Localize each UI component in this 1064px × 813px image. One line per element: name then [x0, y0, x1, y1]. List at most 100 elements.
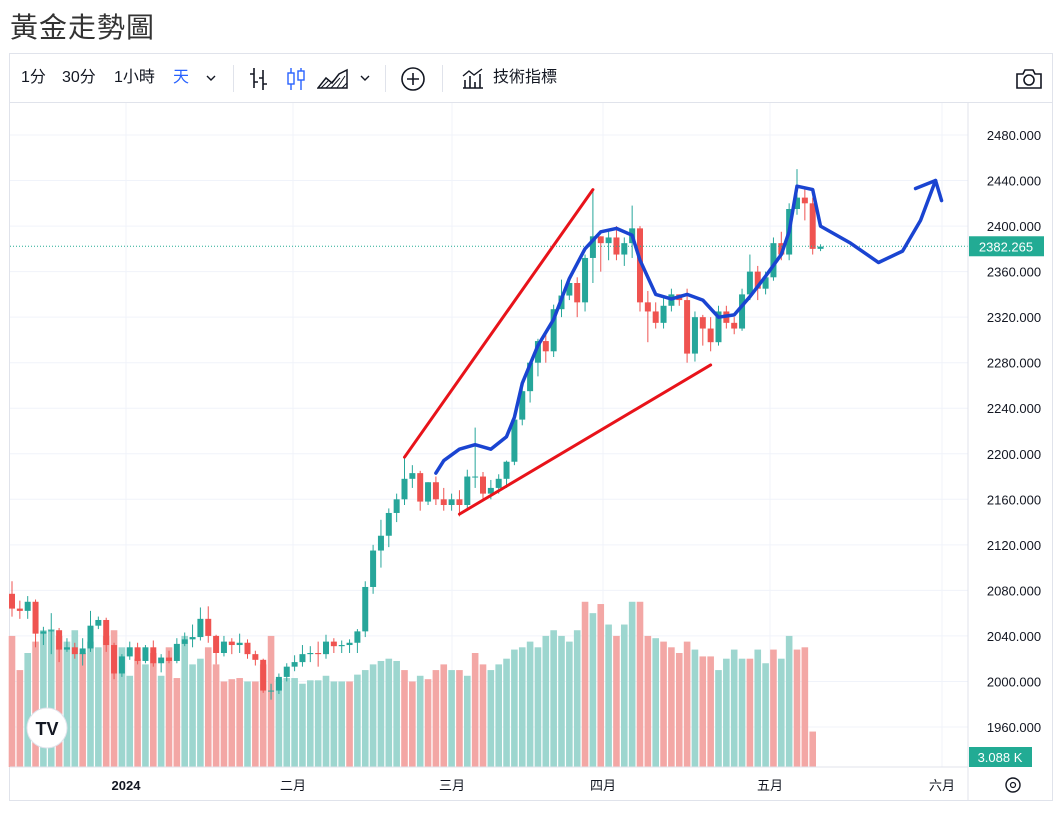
y-tick-label: 2400.000	[987, 219, 1041, 234]
y-tick-label: 2280.000	[987, 356, 1041, 371]
volume-bar	[723, 658, 730, 767]
candle-body	[754, 271, 761, 289]
volume-bar	[259, 664, 267, 767]
candle-body	[566, 283, 573, 296]
volume-bar	[236, 678, 243, 767]
candle	[275, 673, 282, 694]
add-compare-icon[interactable]	[400, 66, 426, 97]
candle-body	[228, 641, 235, 646]
candle-body	[63, 647, 70, 650]
interval-1d[interactable]: 天	[173, 69, 190, 86]
y-tick-label: 1960.000	[987, 720, 1041, 735]
candle	[205, 606, 212, 643]
chart-widget: 1分 30分 1小時 天 技術指標	[9, 53, 1053, 801]
candle-body	[16, 608, 23, 611]
candle-body	[401, 478, 408, 500]
candle-body	[542, 341, 549, 352]
candle	[118, 654, 125, 677]
candle-body	[377, 535, 384, 551]
chevron-down-icon[interactable]	[205, 71, 217, 89]
candle	[621, 237, 628, 266]
candle-body	[393, 499, 400, 513]
y-tick-label: 2120.000	[987, 538, 1041, 553]
x-tick-label: 三月	[439, 778, 465, 793]
candle	[644, 290, 651, 343]
chevron-down-icon[interactable]	[359, 71, 371, 89]
candle-body	[48, 630, 55, 632]
candle-body	[417, 473, 424, 502]
candle	[746, 254, 753, 301]
candle-body	[597, 236, 604, 244]
candle	[377, 519, 384, 568]
volume-bar	[699, 656, 707, 767]
volume-bar	[322, 675, 330, 767]
candle	[660, 296, 667, 329]
volume-bar	[605, 624, 612, 767]
volume-bar	[71, 630, 79, 767]
volume-bar	[416, 675, 424, 767]
candle-body	[432, 482, 439, 500]
volume-bar	[267, 635, 275, 767]
volume-bar	[385, 658, 393, 767]
candle-body	[291, 662, 298, 667]
candle-body	[24, 601, 31, 611]
volume-bars	[8, 601, 816, 767]
candle	[464, 469, 471, 511]
camera-icon[interactable]	[1015, 66, 1043, 97]
volume-bar	[8, 635, 16, 767]
area-chart-icon[interactable]	[316, 66, 349, 97]
annotations	[403, 178, 944, 516]
candle-body	[315, 653, 322, 655]
volume-bar	[683, 641, 691, 767]
candle-body	[370, 550, 377, 587]
candle-body	[480, 476, 486, 494]
volume-bar	[299, 683, 306, 767]
indicators-button[interactable]: 技術指標	[493, 69, 558, 86]
candle	[503, 460, 510, 488]
candle	[260, 658, 267, 693]
interval-1h[interactable]: 1小時	[114, 69, 155, 86]
candle-body	[707, 328, 714, 343]
volume-bar	[47, 629, 55, 767]
candle	[597, 236, 604, 272]
volume-bar	[204, 647, 212, 767]
candle-body	[95, 619, 102, 626]
candle-body	[173, 643, 180, 661]
volume-bar	[668, 647, 675, 767]
interval-30m[interactable]: 30分	[62, 69, 96, 86]
candle-body	[644, 302, 651, 312]
volume-bar	[369, 664, 377, 767]
volume-bar	[110, 630, 118, 767]
bar-chart-icon[interactable]	[248, 66, 270, 97]
candle-body	[684, 300, 691, 354]
candle	[511, 413, 518, 466]
interval-1m[interactable]: 1分	[21, 69, 46, 86]
candle	[472, 427, 479, 488]
volume-bar	[534, 647, 542, 767]
candle-body	[205, 618, 212, 636]
volume-bar	[32, 641, 39, 767]
volume-bar	[487, 670, 495, 767]
volume-bar	[644, 635, 652, 767]
volume-bar	[628, 601, 636, 767]
volume-bar	[95, 647, 102, 767]
candle-body	[794, 197, 800, 209]
indicators-icon[interactable]	[461, 66, 485, 97]
volume-bar	[181, 635, 188, 767]
volume-bar	[314, 680, 322, 767]
volume-bar	[566, 641, 573, 767]
x-tick-label: 2024	[112, 778, 142, 793]
candle	[401, 458, 408, 505]
tradingview-logo[interactable]: TV	[26, 707, 68, 749]
candle	[346, 639, 353, 653]
candlestick-icon[interactable]	[285, 66, 307, 97]
candle	[299, 645, 306, 667]
axis-settings-icon[interactable]	[1005, 777, 1021, 793]
volume-bar	[518, 647, 526, 767]
y-tick-label: 2360.000	[987, 265, 1041, 280]
candle	[354, 629, 361, 653]
volume-bar	[613, 635, 620, 767]
volume-bar	[24, 653, 31, 767]
volume-bar	[228, 679, 236, 767]
